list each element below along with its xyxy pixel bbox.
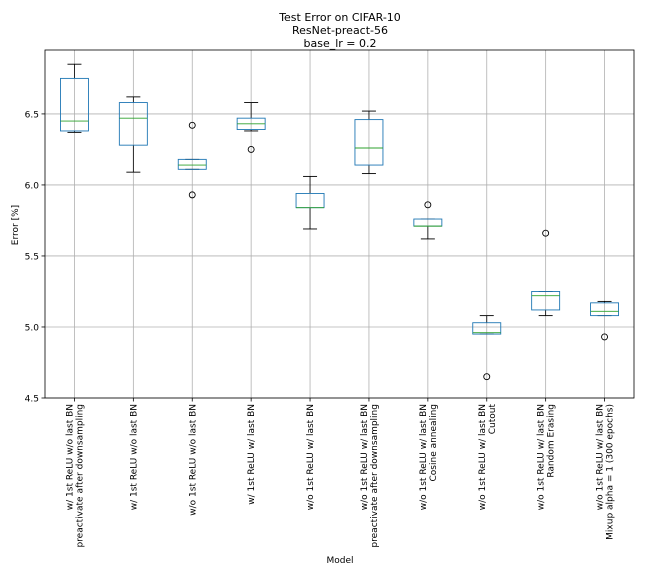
- x-tick-label: preactivate after downsampling: [75, 404, 85, 548]
- grid-layer: [45, 50, 634, 399]
- box: [590, 302, 619, 317]
- x-tick-label: w/ 1st ReLU w/o last BN: [129, 404, 139, 510]
- tick-layer: 4.55.05.56.06.5w/ 1st ReLU w/o last BN pr…: [25, 110, 616, 547]
- x-tick-label: Mixup alpha = 1 (300 epochs): [606, 404, 616, 540]
- x-tick-label: Cosine annealing: [429, 404, 439, 481]
- x-tick-label: w/o 1st ReLU w/ last BN: [478, 404, 488, 510]
- chart-title-line-2: ResNet-preact-56: [292, 24, 388, 37]
- outlier-point: [247, 145, 255, 153]
- plot-frame: [44, 49, 635, 399]
- box: [60, 77, 89, 132]
- x-tick-label: preactivate after downsampling: [370, 404, 380, 548]
- box: [118, 102, 148, 146]
- box: [531, 291, 561, 311]
- x-tick-label: Random Erasing: [547, 404, 557, 478]
- box: [354, 119, 384, 166]
- y-axis-label: Error [%]: [11, 205, 21, 245]
- x-tick-label: w/o 1st ReLU w/o last BN: [188, 404, 198, 516]
- y-tick-label: 6.0: [25, 181, 40, 191]
- y-tick-label: 5.5: [25, 252, 39, 262]
- chart-title-line-3: base_lr = 0.2: [303, 37, 376, 50]
- x-tick-label: w/o 1st ReLU w/ last BN: [306, 404, 316, 510]
- outlier-point: [542, 229, 550, 237]
- outlier-point: [188, 191, 196, 199]
- box-layer: [60, 63, 619, 381]
- chart-title-line-1: Test Error on CIFAR-10: [278, 11, 401, 24]
- y-tick-label: 5.0: [25, 323, 40, 333]
- outlier-point: [424, 201, 432, 209]
- outlier-point: [188, 121, 196, 129]
- y-tick-label: 6.5: [25, 110, 39, 120]
- x-tick-label: w/o 1st ReLU w/ last BN: [419, 404, 429, 510]
- x-tick-label: w/o 1st ReLU w/ last BN: [537, 404, 547, 510]
- box: [177, 158, 207, 170]
- outlier-point: [601, 333, 608, 341]
- x-tick-label: Cutout: [488, 404, 498, 435]
- x-tick-label: w/ 1st ReLU w/o last BN: [65, 404, 75, 510]
- box: [472, 322, 502, 335]
- x-axis-label: Model: [326, 556, 353, 566]
- x-tick-label: w/ 1st ReLU w/ last BN: [247, 404, 257, 505]
- outlier-point: [483, 373, 491, 381]
- y-tick-label: 4.5: [25, 395, 39, 405]
- x-tick-label: w/o 1st ReLU w/ last BN: [596, 404, 606, 510]
- x-tick-label: w/o 1st ReLU w/ last BN: [360, 404, 370, 510]
